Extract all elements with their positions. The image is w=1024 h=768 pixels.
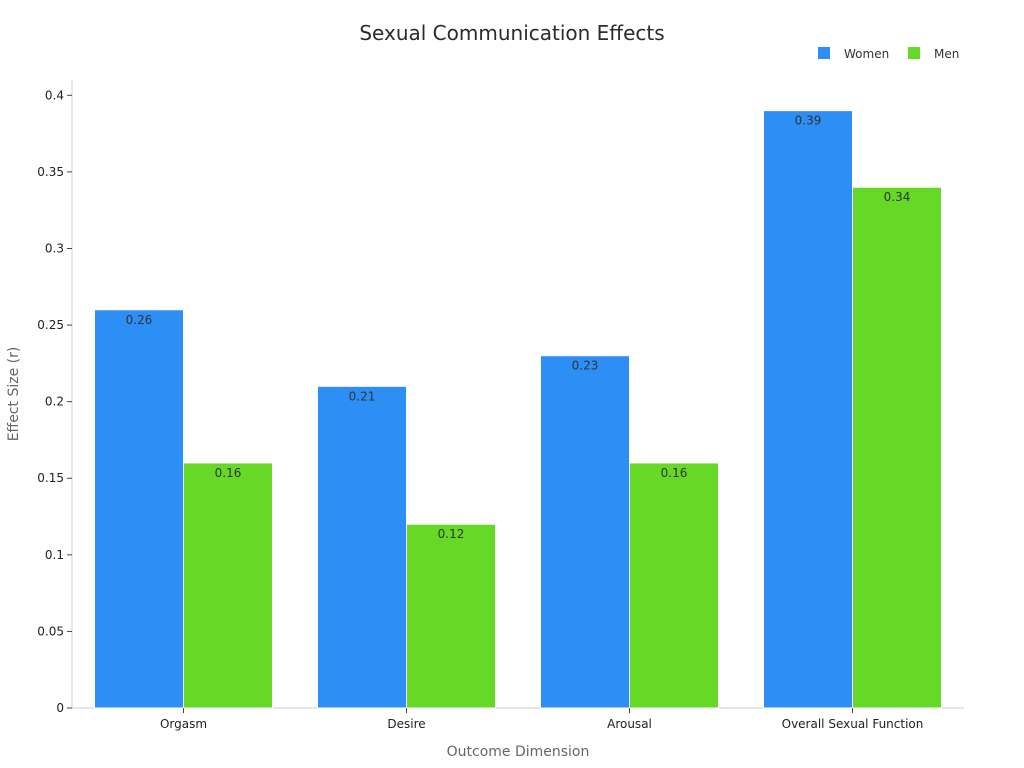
y-tick-label: 0 <box>56 701 64 715</box>
y-tick-label: 0.05 <box>37 624 64 638</box>
legend-label-women: Women <box>844 47 889 61</box>
bar-women-1 <box>317 385 407 709</box>
x-tick-label: Overall Sexual Function <box>782 717 924 731</box>
y-tick-label: 0.15 <box>37 471 64 485</box>
bar-men-1 <box>406 523 496 709</box>
x-axis-label: Outcome Dimension <box>447 744 590 760</box>
y-tick-label: 0.2 <box>45 395 64 409</box>
y-tick-label: 0.4 <box>45 88 64 102</box>
data-label-men-2: 0.16 <box>661 466 688 480</box>
data-label-women-3: 0.39 <box>795 114 822 128</box>
x-tick-label: Arousal <box>607 717 652 731</box>
data-label-women-2: 0.23 <box>572 359 599 373</box>
y-tick-label: 0.35 <box>37 165 64 179</box>
data-label-men-1: 0.12 <box>438 527 465 541</box>
legend-swatch-men <box>908 47 920 59</box>
bar-women-3 <box>763 110 853 709</box>
bar-men-3 <box>852 186 942 709</box>
x-tick-label: Orgasm <box>160 717 207 731</box>
legend-label-men: Men <box>934 47 959 61</box>
chart-title: Sexual Communication Effects <box>359 21 664 45</box>
bar-men-2 <box>629 462 719 709</box>
legend-swatch-women <box>818 47 830 59</box>
y-ticks: 0 0.05 0.1 0.15 0.2 0.25 0.3 0.35 0.4 <box>37 88 72 715</box>
y-tick-label: 0.1 <box>45 548 64 562</box>
bar-women-2 <box>540 355 630 709</box>
bar-men-0 <box>183 462 273 709</box>
data-label-men-0: 0.16 <box>215 466 242 480</box>
x-ticks: Orgasm Desire Arousal Overall Sexual Functi… <box>160 708 923 731</box>
data-label-women-0: 0.26 <box>126 313 153 327</box>
y-tick-label: 0.25 <box>37 318 64 332</box>
y-axis-label: Effect Size (r) <box>6 347 22 442</box>
x-tick-label: Desire <box>387 717 425 731</box>
bar-women-0 <box>94 309 184 709</box>
data-label-men-3: 0.34 <box>884 190 911 204</box>
bars <box>94 110 942 709</box>
legend: Women Men <box>818 47 959 61</box>
data-label-women-1: 0.21 <box>349 389 376 403</box>
bar-labels: 0.26 0.16 0.21 0.12 0.23 0.16 0.39 0.34 <box>126 114 911 542</box>
y-tick-label: 0.3 <box>45 241 64 255</box>
